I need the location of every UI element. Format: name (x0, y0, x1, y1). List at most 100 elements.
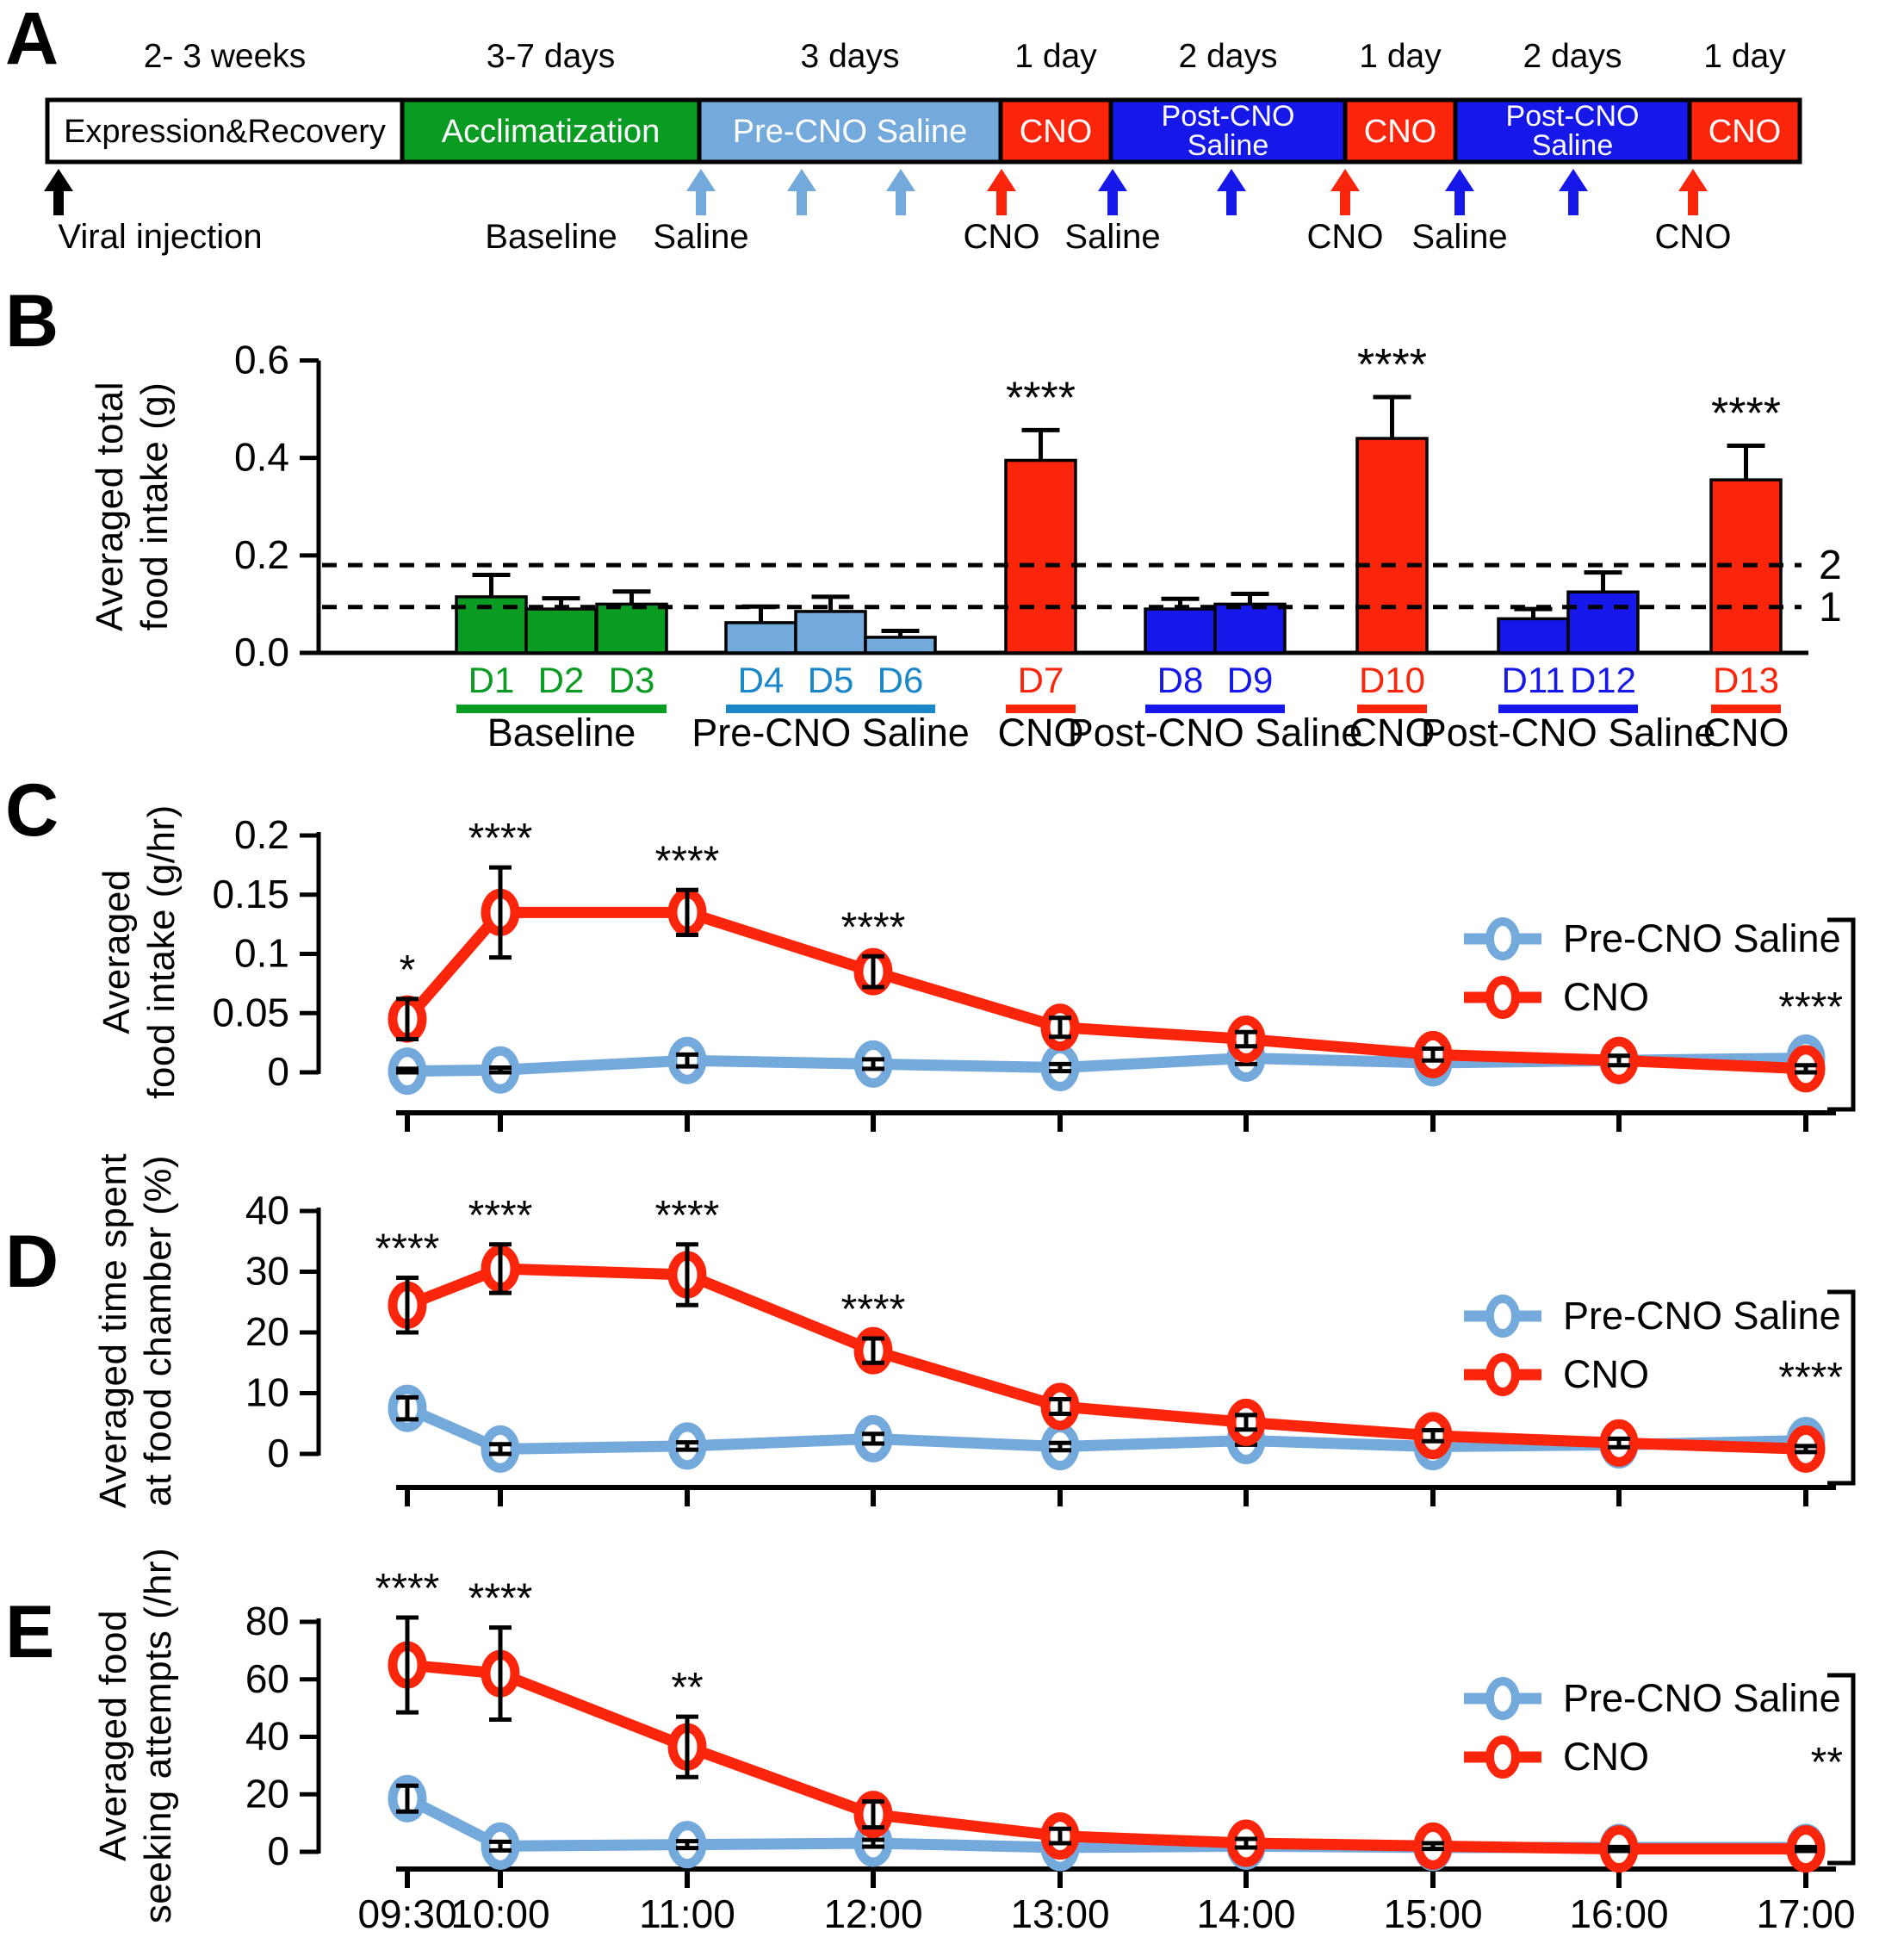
saline-arrow-icon (1445, 169, 1474, 215)
y-tick-label: 0.4 (234, 435, 289, 480)
bar-D5 (794, 610, 867, 655)
legend-label: CNO (1563, 1735, 1649, 1779)
timeline-segment-expression-recovery (45, 97, 405, 165)
viral-injection-arrow-icon (44, 169, 73, 215)
legend-marker-icon (1485, 1736, 1520, 1779)
bar-D12 (1566, 590, 1640, 655)
y-tick-label: 40 (245, 1714, 289, 1759)
day-label-D2: D2 (538, 660, 585, 700)
timeline-segment-label: CNO (1364, 114, 1436, 150)
bar-D4 (724, 621, 797, 655)
day-label-D5: D5 (808, 660, 854, 700)
timeline-duration-label: 2- 3 weeks (144, 38, 307, 75)
panel-d-letter: D (5, 1220, 59, 1303)
y-axis-title: seeking attempts (/hr) (137, 1548, 179, 1924)
x-tick-label: 14:00 (1196, 1891, 1295, 1936)
legend-label: Pre-CNO Saline (1563, 916, 1841, 960)
y-axis-title: Averaged time spent (92, 1153, 134, 1508)
timeline-segment-label: Pre-CNO Saline (733, 114, 967, 150)
y-tick-label: 30 (245, 1249, 289, 1294)
y-tick-label: 40 (245, 1188, 289, 1233)
y-axis-title: at food chamber (%) (137, 1155, 179, 1506)
y-tick-label: 0.2 (234, 532, 289, 577)
day-label-D1: D1 (468, 660, 515, 700)
group-label: Baseline (487, 711, 636, 755)
y-tick-label: 0.15 (212, 872, 289, 916)
saline-arrow-icon (1098, 169, 1127, 215)
cno-arrow-icon (1330, 169, 1360, 215)
day-label-D8: D8 (1157, 660, 1204, 700)
group-label: CNO (998, 711, 1084, 755)
baseline-label: Baseline (485, 218, 617, 256)
group-label: CNO (1349, 711, 1436, 755)
legend-marker-icon (1485, 1295, 1520, 1338)
comparison-bracket (1827, 1289, 1856, 1486)
timeline-segment-label: Saline (1188, 129, 1269, 162)
bar-D11 (1497, 617, 1570, 655)
legend-marker-icon (1485, 976, 1520, 1019)
significance-stars: **** (841, 1287, 906, 1332)
x-tick-label: 10:00 (450, 1891, 549, 1936)
y-tick-label: 20 (245, 1309, 289, 1354)
bar-D9 (1213, 602, 1287, 655)
y-tick-label: 0.6 (234, 338, 289, 382)
panel-a-letter: A (5, 0, 59, 80)
bracket-significance-stars: **** (1778, 984, 1843, 1030)
timeline-duration-label: 3 days (801, 38, 900, 75)
injection-arrow-icon (787, 169, 816, 215)
comparison-bracket (1827, 917, 1856, 1112)
bar-D6 (864, 636, 937, 655)
timeline-duration-label: 2 days (1179, 38, 1278, 75)
legend-marker-icon (1485, 1677, 1520, 1720)
y-tick-label: 0.0 (234, 630, 289, 674)
legend-label: Pre-CNO Saline (1563, 1676, 1841, 1720)
timeline-segment-post-cno-saline (1108, 97, 1348, 165)
arrow-label: CNO (964, 218, 1040, 256)
significance-stars: **** (1711, 389, 1781, 439)
saline-arrow-icon (686, 169, 716, 215)
group-underline (1006, 705, 1076, 713)
reference-line-label: 1 (1819, 585, 1842, 630)
bar-D10 (1355, 437, 1429, 655)
significance-stars: **** (1006, 373, 1076, 423)
day-label-D12: D12 (1570, 660, 1636, 700)
legend-marker-icon (1485, 917, 1520, 960)
timeline-segment-label: Post-CNO (1162, 100, 1295, 133)
x-tick-label: 16:00 (1569, 1891, 1668, 1936)
legend-label: CNO (1563, 1352, 1649, 1396)
day-label-D6: D6 (878, 660, 924, 700)
arrow-label: CNO (1655, 218, 1732, 256)
group-label: Post-CNO Saline (1068, 711, 1363, 755)
x-axis-title: Time (hh:mm) (984, 1947, 1230, 1950)
day-label-D7: D7 (1018, 660, 1064, 700)
cno-arrow-icon (1678, 169, 1708, 215)
significance-stars: **** (468, 1576, 533, 1622)
y-axis-title: food intake (g/hr) (140, 804, 183, 1099)
timeline-duration-label: 3-7 days (487, 38, 616, 75)
y-tick-label: 60 (245, 1656, 289, 1701)
day-label-D9: D9 (1227, 660, 1274, 700)
day-label-D10: D10 (1359, 660, 1425, 700)
day-label-D13: D13 (1713, 660, 1779, 700)
significance-stars: **** (468, 1193, 533, 1239)
timeline-segment-label: Post-CNO (1506, 100, 1640, 133)
group-underline (1711, 705, 1781, 713)
reference-line-label: 2 (1819, 543, 1842, 588)
panel-d-line-chart: Averaged time spent at food chamber (%) 0 1… (92, 1153, 1856, 1508)
timeline-duration-label: 1 day (1359, 38, 1442, 75)
panel-b-letter: B (5, 280, 59, 363)
panel-b-bar-chart: Averaged total food intake (g) 0.0 0.2 0.4 0.… (89, 338, 1842, 755)
arrow-label: Saline (1411, 218, 1507, 256)
cno-arrow-icon (987, 169, 1016, 215)
y-tick-label: 10 (245, 1370, 289, 1415)
y-axis-title: Averaged total (89, 382, 131, 631)
x-tick-label: 15:00 (1383, 1891, 1482, 1936)
injection-arrow-icon (886, 169, 915, 215)
significance-stars: **** (841, 904, 906, 950)
bracket-significance-stars: **** (1778, 1355, 1843, 1400)
group-underline (726, 705, 935, 713)
significance-stars: **** (1357, 340, 1427, 390)
comparison-bracket (1827, 1673, 1856, 1866)
injection-arrow-icon (1217, 169, 1246, 215)
day-label-D11: D11 (1502, 660, 1566, 700)
